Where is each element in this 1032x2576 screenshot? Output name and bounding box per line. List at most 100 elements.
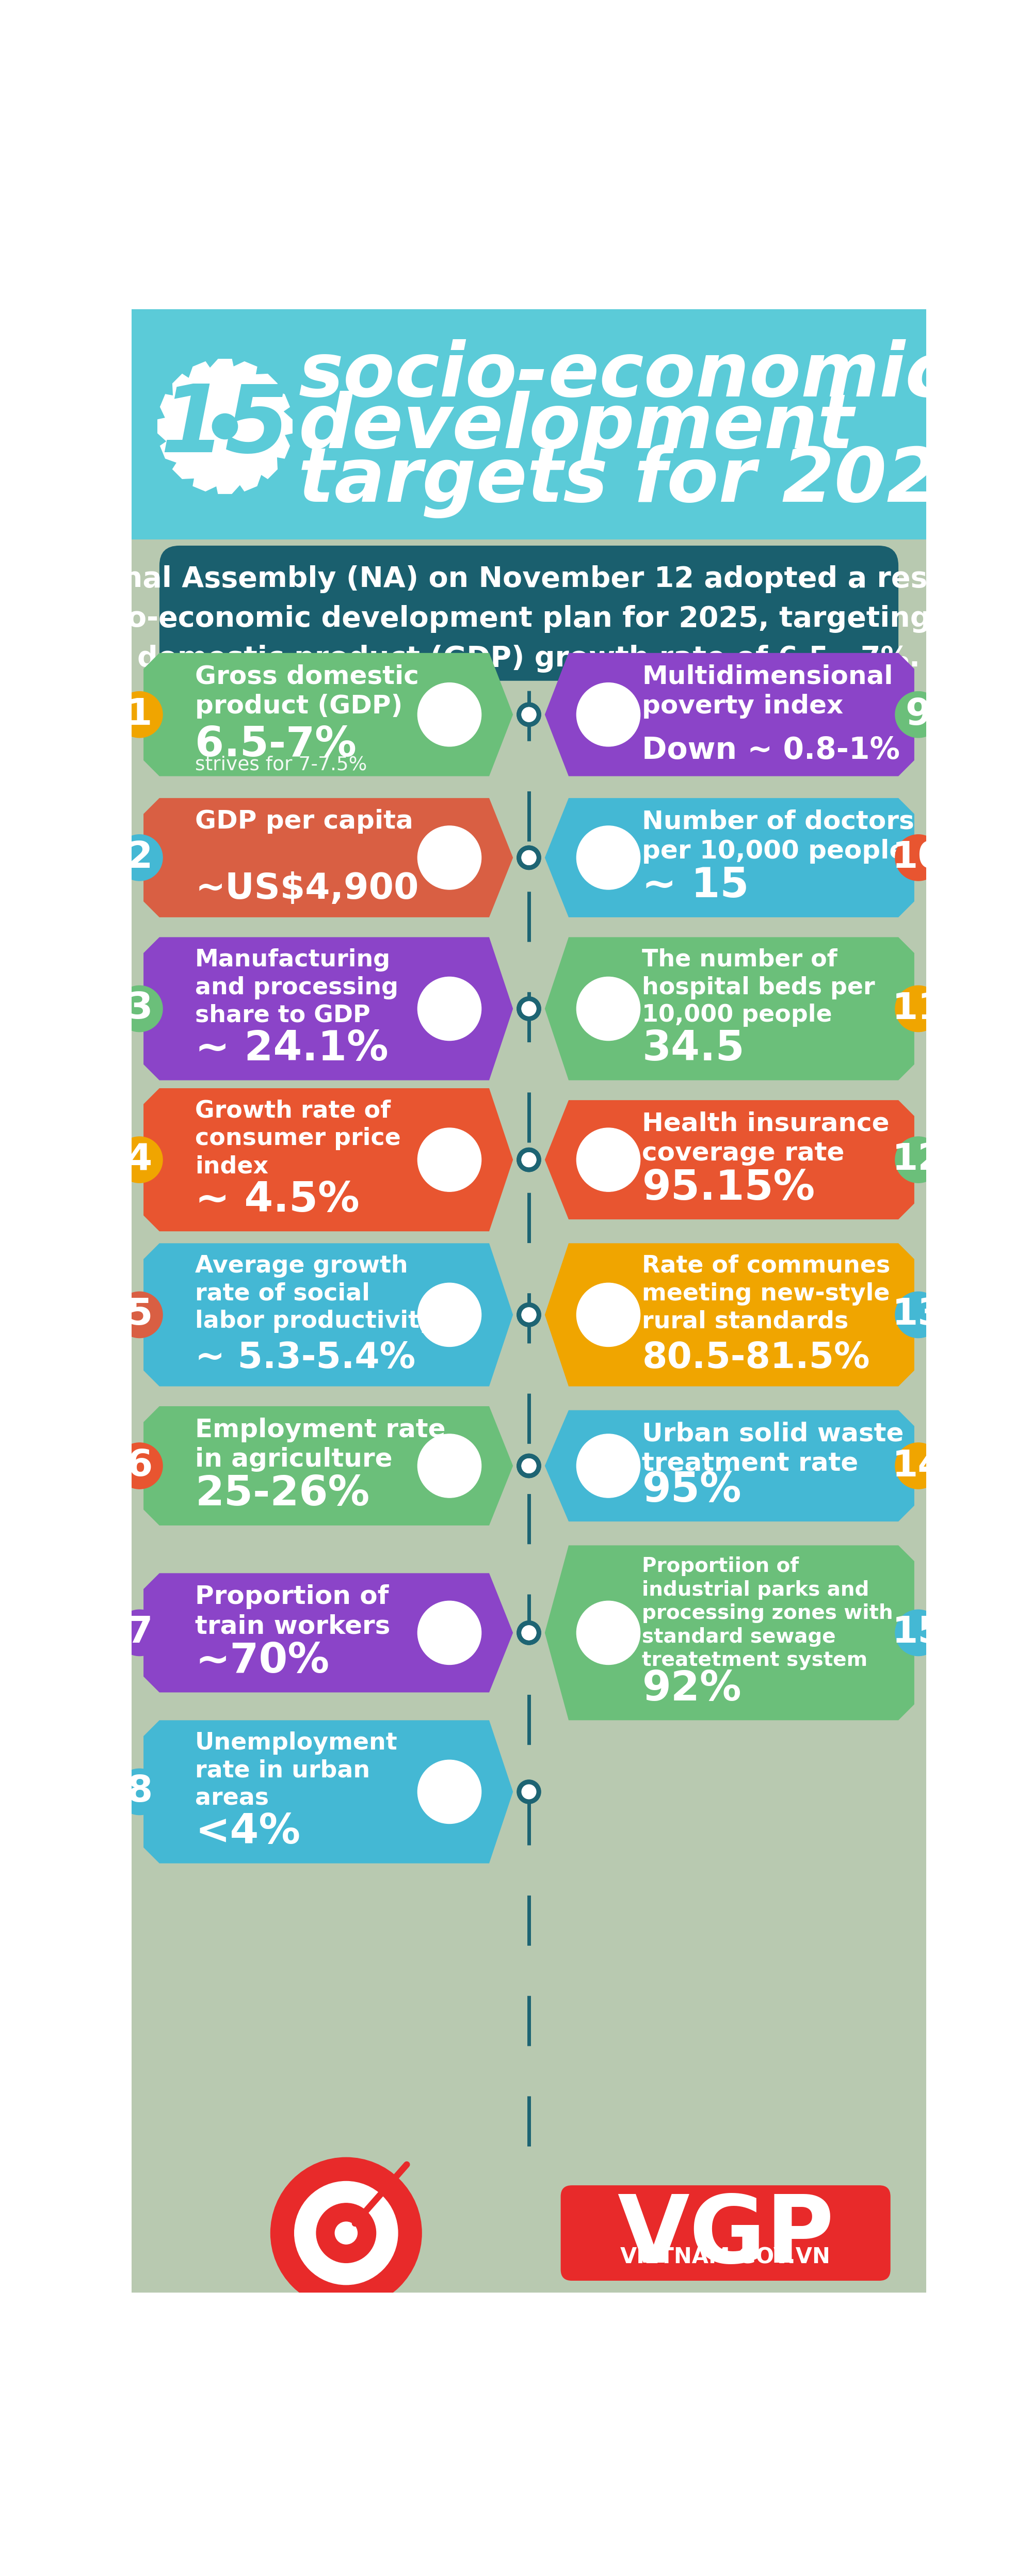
Polygon shape bbox=[545, 1546, 914, 1721]
Text: VGP: VGP bbox=[617, 2192, 834, 2282]
Text: development: development bbox=[298, 392, 853, 464]
Polygon shape bbox=[545, 1100, 914, 1218]
Text: targets for 2025: targets for 2025 bbox=[298, 443, 992, 518]
Circle shape bbox=[522, 1002, 536, 1015]
Text: domestic product (GDP) growth rate of 6.5 - 7%.: domestic product (GDP) growth rate of 6.… bbox=[137, 644, 921, 672]
Text: 25-26%: 25-26% bbox=[195, 1473, 369, 1515]
Polygon shape bbox=[545, 1409, 914, 1522]
Text: 10: 10 bbox=[893, 840, 944, 876]
Circle shape bbox=[517, 997, 541, 1020]
Text: ~US$4,900: ~US$4,900 bbox=[195, 871, 419, 907]
Text: Number of doctors
per 10,000 people: Number of doctors per 10,000 people bbox=[642, 809, 914, 863]
Circle shape bbox=[117, 835, 163, 881]
Circle shape bbox=[577, 683, 640, 747]
Text: 2: 2 bbox=[127, 840, 153, 876]
Text: <4%: <4% bbox=[195, 1811, 300, 1852]
Circle shape bbox=[335, 2223, 357, 2244]
Text: Proportiion of
industrial parks and
processing zones with
standard sewage
treate: Proportiion of industrial parks and proc… bbox=[642, 1556, 894, 1669]
Text: 95%: 95% bbox=[642, 1471, 741, 1510]
Circle shape bbox=[418, 827, 481, 889]
Circle shape bbox=[517, 1303, 541, 1327]
Polygon shape bbox=[143, 799, 513, 917]
Circle shape bbox=[517, 1453, 541, 1479]
Circle shape bbox=[522, 1151, 536, 1167]
Text: Employment rate
in agriculture: Employment rate in agriculture bbox=[195, 1417, 446, 1471]
Text: 34.5: 34.5 bbox=[642, 1028, 745, 1069]
Circle shape bbox=[577, 1602, 640, 1664]
Text: 6: 6 bbox=[127, 1448, 153, 1484]
Circle shape bbox=[895, 835, 941, 881]
Circle shape bbox=[895, 1443, 941, 1489]
Text: ~ 15: ~ 15 bbox=[642, 866, 749, 907]
Polygon shape bbox=[143, 1721, 513, 1862]
Circle shape bbox=[178, 379, 272, 474]
Circle shape bbox=[517, 997, 541, 1020]
Circle shape bbox=[577, 827, 640, 889]
Text: 4: 4 bbox=[127, 1141, 153, 1177]
Circle shape bbox=[522, 1309, 536, 1321]
Circle shape bbox=[522, 1625, 536, 1641]
Text: 15: 15 bbox=[893, 1615, 944, 1651]
Circle shape bbox=[517, 1303, 541, 1327]
Circle shape bbox=[418, 1435, 481, 1497]
Circle shape bbox=[577, 1435, 640, 1497]
Text: socio-economic: socio-economic bbox=[298, 340, 950, 412]
Text: 15: 15 bbox=[160, 381, 290, 471]
Circle shape bbox=[517, 1453, 541, 1479]
Circle shape bbox=[517, 845, 541, 871]
Text: Down ~ 0.8-1%: Down ~ 0.8-1% bbox=[642, 737, 900, 765]
Circle shape bbox=[522, 1458, 536, 1473]
Text: 92%: 92% bbox=[642, 1669, 741, 1708]
Circle shape bbox=[522, 1625, 536, 1641]
Polygon shape bbox=[143, 1244, 513, 1386]
Circle shape bbox=[294, 2182, 397, 2285]
Circle shape bbox=[517, 1620, 541, 1643]
Circle shape bbox=[117, 1136, 163, 1182]
Circle shape bbox=[117, 1443, 163, 1489]
Circle shape bbox=[317, 2202, 376, 2262]
Text: 5: 5 bbox=[127, 1296, 153, 1332]
Circle shape bbox=[577, 976, 640, 1041]
Circle shape bbox=[522, 1785, 536, 1798]
Circle shape bbox=[517, 703, 541, 726]
Text: Growth rate of
consumer price
index: Growth rate of consumer price index bbox=[195, 1100, 400, 1177]
Polygon shape bbox=[545, 938, 914, 1079]
Text: The number of
hospital beds per
10,000 people: The number of hospital beds per 10,000 p… bbox=[642, 948, 875, 1028]
Circle shape bbox=[418, 1759, 481, 1824]
Circle shape bbox=[418, 683, 481, 747]
Polygon shape bbox=[143, 1087, 513, 1231]
Text: Average growth
rate of social
labor productivity: Average growth rate of social labor prod… bbox=[195, 1255, 436, 1334]
Text: GDP per capita: GDP per capita bbox=[195, 809, 413, 835]
Polygon shape bbox=[143, 1406, 513, 1525]
Text: 95.15%: 95.15% bbox=[642, 1167, 815, 1208]
Circle shape bbox=[522, 1151, 536, 1167]
FancyBboxPatch shape bbox=[560, 2184, 891, 2280]
Circle shape bbox=[517, 1620, 541, 1643]
Circle shape bbox=[418, 1602, 481, 1664]
Text: 7: 7 bbox=[127, 1615, 153, 1651]
Text: 14: 14 bbox=[893, 1448, 944, 1484]
Circle shape bbox=[522, 708, 536, 721]
Circle shape bbox=[522, 1309, 536, 1321]
Polygon shape bbox=[545, 652, 914, 775]
Circle shape bbox=[895, 1291, 941, 1337]
Circle shape bbox=[517, 1149, 541, 1172]
Circle shape bbox=[577, 1283, 640, 1347]
Bar bbox=[132, 538, 927, 2293]
Text: ~ 5.3-5.4%: ~ 5.3-5.4% bbox=[195, 1340, 416, 1376]
Text: 12: 12 bbox=[893, 1141, 944, 1177]
Text: 11: 11 bbox=[893, 992, 944, 1025]
Text: Rate of communes
meeting new-style
rural standards: Rate of communes meeting new-style rural… bbox=[642, 1255, 891, 1334]
FancyBboxPatch shape bbox=[159, 546, 899, 680]
Text: ~70%: ~70% bbox=[195, 1641, 329, 1682]
Circle shape bbox=[517, 1149, 541, 1172]
Circle shape bbox=[117, 987, 163, 1033]
Circle shape bbox=[577, 1128, 640, 1193]
Polygon shape bbox=[158, 358, 292, 495]
Circle shape bbox=[213, 415, 237, 438]
Circle shape bbox=[522, 708, 536, 721]
Text: 9: 9 bbox=[905, 696, 931, 732]
Text: 13: 13 bbox=[893, 1296, 944, 1332]
Text: Urban solid waste
treatment rate: Urban solid waste treatment rate bbox=[642, 1422, 904, 1476]
Text: Unemployment
rate in urban
areas: Unemployment rate in urban areas bbox=[195, 1731, 397, 1811]
